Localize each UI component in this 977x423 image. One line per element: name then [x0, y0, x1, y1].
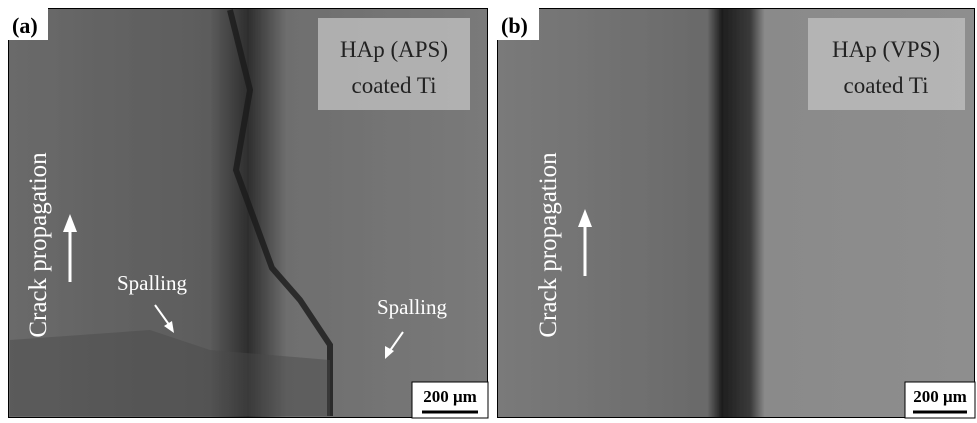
annotation: Spalling [377, 295, 448, 319]
direction-label: Crack propagation [25, 152, 52, 338]
page: (a) HAp (APS) coated Ti Crack propagatio… [0, 0, 977, 423]
caption-line: coated Ti [352, 73, 437, 98]
panel-b: (b) HAp (VPS) coated Ti Crack propagatio… [497, 8, 975, 418]
caption-line: coated Ti [844, 73, 929, 98]
scale-bar-label: 200 μm [423, 387, 477, 406]
panel-label: (b) [501, 13, 528, 38]
annotation: Spalling [117, 271, 188, 295]
direction-label: Crack propagation [535, 152, 562, 338]
panel-label: (a) [12, 13, 38, 38]
figure: (a) HAp (APS) coated Ti Crack propagatio… [0, 0, 977, 423]
caption-line: HAp (VPS) [832, 37, 940, 62]
caption-line: HAp (APS) [340, 37, 448, 62]
panel-a: (a) HAp (APS) coated Ti Crack propagatio… [8, 8, 488, 418]
scale-bar-label: 200 μm [913, 387, 967, 406]
